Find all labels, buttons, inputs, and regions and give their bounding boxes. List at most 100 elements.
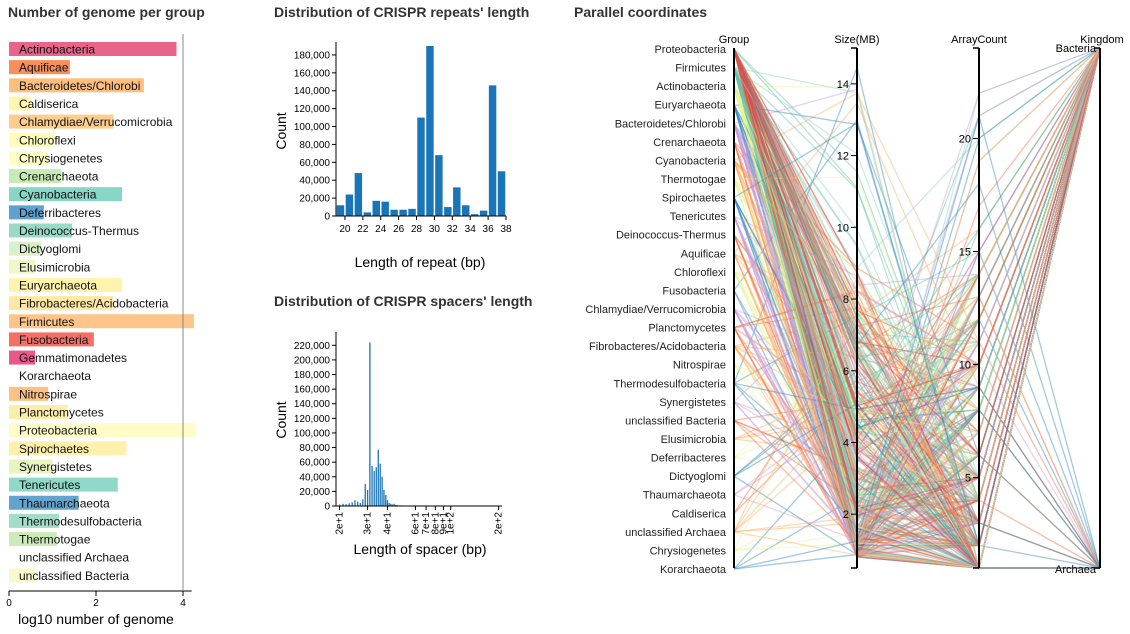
group-bar <box>9 60 70 75</box>
genome-polyline <box>733 47 1101 529</box>
genome-polyline <box>733 47 1101 570</box>
genome-polyline <box>733 47 1101 501</box>
genome-polyline <box>733 47 1101 559</box>
genome-polyline <box>733 47 1101 429</box>
genome-polyline <box>733 47 1101 554</box>
repeat-bar <box>408 208 416 216</box>
groups-panel-title: Number of genome per group <box>8 4 205 20</box>
genome-polyline <box>733 47 1101 524</box>
genome-polyline <box>733 47 1101 569</box>
group-label: Proteobacteria <box>19 424 97 438</box>
genome-polyline <box>733 47 1101 414</box>
genome-polyline <box>733 47 1101 507</box>
genome-polyline <box>733 47 1101 570</box>
group-label: Fusobacteria <box>19 333 89 347</box>
genome-polyline <box>733 47 1101 547</box>
repeat-bar <box>399 209 407 216</box>
repeat-bar <box>426 46 434 216</box>
genome-polyline <box>733 47 1101 366</box>
parallel-coordinates-chart: Group Size(MB) ArrayCount Kingdom Proteobact… <box>585 34 1123 576</box>
genome-polyline <box>733 47 1101 553</box>
x-tick-label: 22 <box>357 224 369 235</box>
genome-polyline <box>733 47 1101 434</box>
genome-polyline <box>733 47 1101 347</box>
group-label: Planctomycetes <box>19 406 104 420</box>
kingdom-label: Bacteria <box>1056 43 1097 55</box>
size-tick-label: 14 <box>837 79 849 91</box>
spacer-bar <box>338 504 341 506</box>
spacer-bar <box>364 484 366 506</box>
genome-polyline <box>733 47 1101 463</box>
genome-polyline <box>733 47 1101 480</box>
group-bar <box>9 241 42 256</box>
genome-polyline <box>733 47 1101 501</box>
genome-polyline <box>733 47 1101 547</box>
genome-polyline <box>733 47 1101 545</box>
genome-polyline <box>733 47 1101 525</box>
genome-polyline <box>733 47 1101 487</box>
repeat-bar <box>381 201 389 216</box>
genome-polyline <box>733 141 1101 569</box>
group-label: Caldiserica <box>19 97 79 111</box>
genome-polyline <box>733 47 1101 477</box>
parallel-axis-title: Group <box>719 34 750 46</box>
genome-polyline <box>733 47 1101 570</box>
group-bar <box>9 314 194 329</box>
genome-polyline <box>733 47 1101 569</box>
genome-polyline <box>733 47 1101 569</box>
group-bar <box>9 405 68 419</box>
genome-polyline <box>733 47 1101 554</box>
genome-polyline <box>733 47 1101 343</box>
genome-polyline <box>733 47 1101 557</box>
repeat-bar <box>462 205 470 216</box>
genome-polyline <box>733 341 1101 569</box>
genome-polyline <box>733 47 1101 502</box>
x-tick-label: 1e+2 <box>446 512 457 535</box>
genome-polyline <box>733 47 1101 547</box>
group-bar <box>9 423 197 438</box>
group-bar <box>9 132 55 147</box>
genome-polyline <box>733 47 1101 502</box>
genome-polyline <box>733 47 1101 569</box>
group-bar <box>9 296 114 311</box>
genome-polyline <box>733 47 1101 537</box>
genome-polyline <box>733 47 1101 528</box>
genome-polyline <box>733 47 1101 570</box>
x-tick-label: 30 <box>429 224 441 235</box>
genome-polyline <box>733 47 1101 520</box>
y-tick-label: 180,000 <box>294 50 331 61</box>
size-tick-label: 4 <box>843 437 849 449</box>
genome-polyline <box>733 47 1101 479</box>
genome-polyline <box>733 47 1101 570</box>
genome-polyline <box>733 47 1101 545</box>
size-tick-label: 6 <box>843 366 849 378</box>
genome-polyline <box>733 47 1101 552</box>
group-axis-label: Actinobacteria <box>656 81 727 93</box>
genome-polyline <box>733 47 1101 547</box>
genome-polyline <box>733 47 1101 397</box>
group-bar <box>9 332 94 347</box>
genome-polyline <box>733 47 1101 457</box>
genome-polyline <box>733 47 1101 571</box>
genome-polyline <box>733 47 1101 570</box>
genome-polyline <box>733 47 1101 557</box>
genome-polyline <box>733 47 1101 543</box>
repeat-panel-title: Distribution of CRISPR repeats' length <box>274 4 530 20</box>
genome-polyline <box>733 47 1101 525</box>
genome-polyline <box>733 47 1101 569</box>
genome-polyline <box>733 47 1101 457</box>
genome-polyline <box>733 47 1101 500</box>
genome-polyline <box>733 47 1101 541</box>
group-bar <box>9 277 123 292</box>
genome-polyline <box>733 47 1101 455</box>
genome-polyline <box>733 47 1101 434</box>
genome-polyline <box>733 47 1101 526</box>
genome-polyline <box>733 47 1101 569</box>
group-label: Chlamydiae/Verrucomicrobia <box>19 115 173 129</box>
genome-polyline <box>733 47 1101 569</box>
genome-polyline <box>733 47 1101 569</box>
group-label: unclassified Bacteria <box>19 569 129 583</box>
genome-polyline <box>733 47 1101 479</box>
genome-polyline <box>733 47 1101 540</box>
genome-polyline <box>733 47 1101 549</box>
